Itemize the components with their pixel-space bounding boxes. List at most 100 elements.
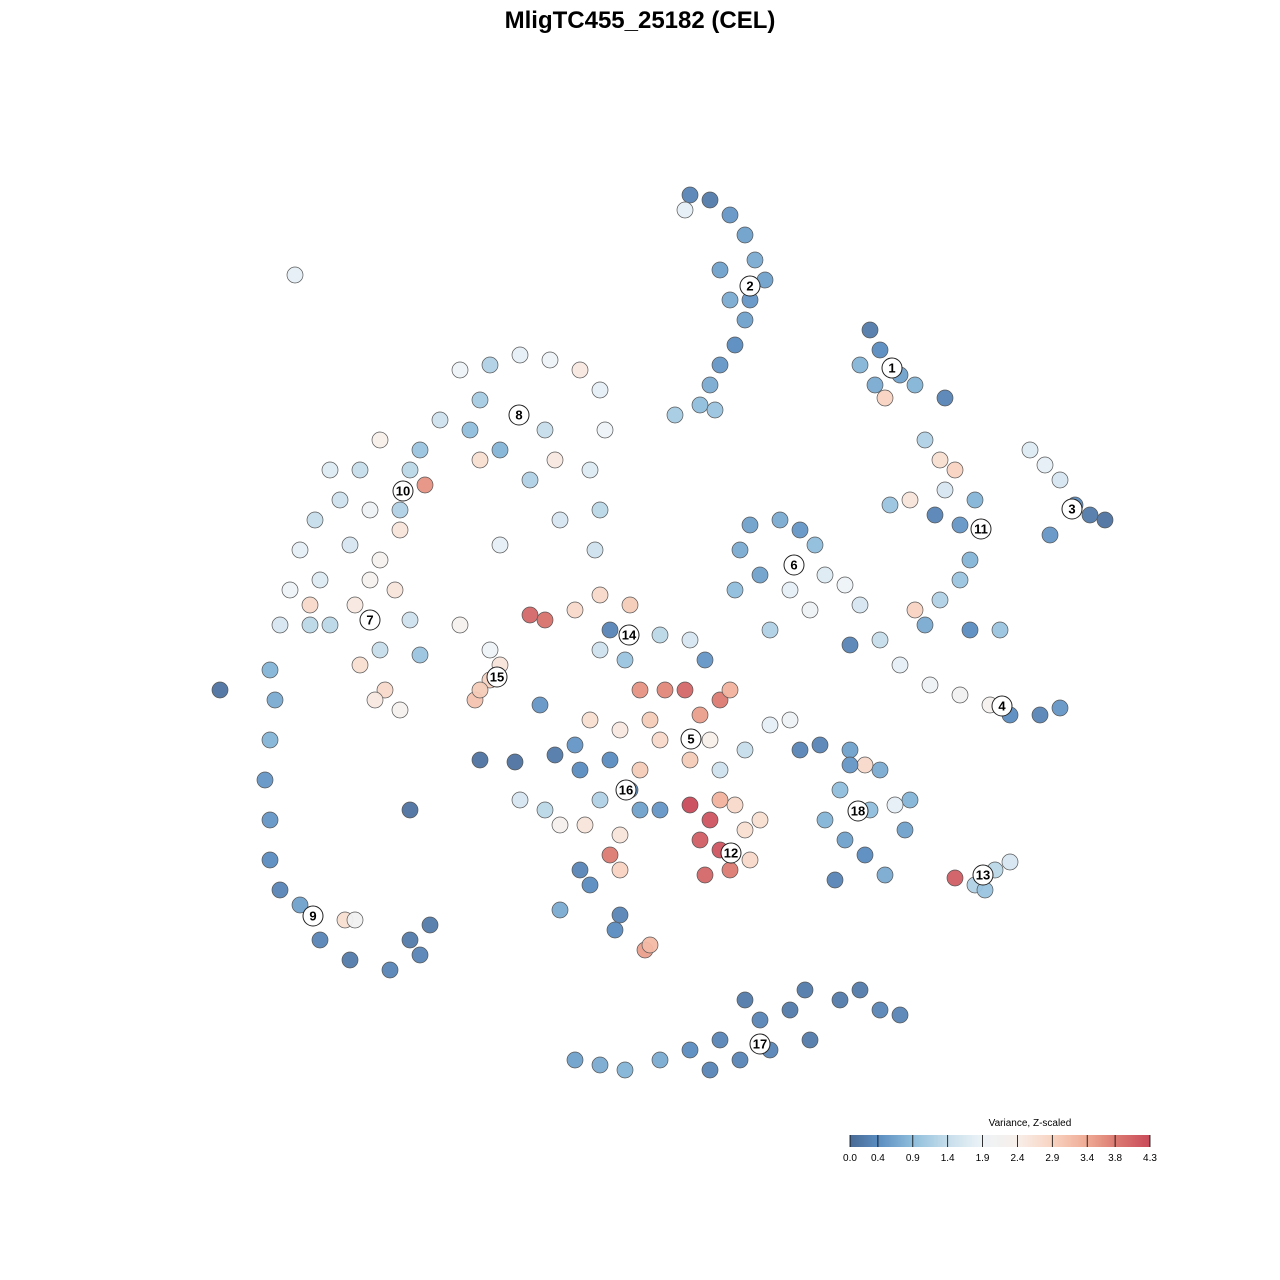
point xyxy=(271,616,289,634)
point xyxy=(736,311,754,329)
point xyxy=(691,396,709,414)
point xyxy=(266,691,284,709)
point xyxy=(491,536,509,554)
point xyxy=(431,411,449,429)
cluster-marker xyxy=(680,728,702,750)
point xyxy=(931,591,949,609)
point xyxy=(371,551,389,569)
colorbar-bar xyxy=(850,1135,1150,1147)
point xyxy=(836,576,854,594)
point xyxy=(736,991,754,1009)
cluster-marker xyxy=(991,695,1013,717)
point xyxy=(591,501,609,519)
point xyxy=(731,541,749,559)
cluster-label: 10 xyxy=(396,484,410,499)
point xyxy=(611,861,629,879)
point xyxy=(521,471,539,489)
point xyxy=(1031,706,1049,724)
point xyxy=(401,931,419,949)
point xyxy=(301,616,319,634)
cluster-label: 7 xyxy=(366,613,373,628)
point xyxy=(861,321,879,339)
point xyxy=(886,796,904,814)
chart-title: MligTC455_25182 (CEL) xyxy=(505,7,776,34)
point xyxy=(856,756,874,774)
cluster-marker xyxy=(486,666,508,688)
point xyxy=(791,521,809,539)
point xyxy=(831,781,849,799)
point xyxy=(871,341,889,359)
point xyxy=(726,336,744,354)
point xyxy=(291,896,309,914)
point xyxy=(1036,456,1054,474)
point xyxy=(331,491,349,509)
point xyxy=(311,931,329,949)
point xyxy=(711,261,729,279)
point xyxy=(681,796,699,814)
point xyxy=(321,616,339,634)
point xyxy=(551,901,569,919)
cluster-label: 16 xyxy=(619,783,633,798)
cluster-marker xyxy=(749,1033,771,1055)
cluster-label: 5 xyxy=(687,732,694,747)
point xyxy=(261,661,279,679)
point xyxy=(676,681,694,699)
point xyxy=(536,611,554,629)
point xyxy=(781,1001,799,1019)
point xyxy=(676,201,694,219)
point xyxy=(261,851,279,869)
point xyxy=(871,1001,889,1019)
point xyxy=(916,616,934,634)
point xyxy=(961,621,979,639)
point xyxy=(591,791,609,809)
point xyxy=(841,741,859,759)
point xyxy=(921,676,939,694)
point xyxy=(831,991,849,1009)
point xyxy=(566,1051,584,1069)
point xyxy=(721,291,739,309)
point xyxy=(211,681,229,699)
point xyxy=(721,206,739,224)
point xyxy=(581,461,599,479)
point xyxy=(401,461,419,479)
point xyxy=(701,376,719,394)
cluster-marker xyxy=(615,779,637,801)
cluster-label: 1 xyxy=(888,361,895,376)
point xyxy=(301,596,319,614)
cluster-marker xyxy=(302,905,324,927)
point xyxy=(771,511,789,529)
point xyxy=(306,511,324,529)
point xyxy=(611,826,629,844)
point xyxy=(781,581,799,599)
point xyxy=(566,736,584,754)
point xyxy=(696,651,714,669)
point xyxy=(736,226,754,244)
point xyxy=(591,641,609,659)
point xyxy=(736,741,754,759)
point xyxy=(711,1031,729,1049)
point xyxy=(611,721,629,739)
point xyxy=(411,946,429,964)
point xyxy=(481,356,499,374)
point xyxy=(506,753,524,771)
point xyxy=(906,376,924,394)
point xyxy=(401,611,419,629)
point xyxy=(1051,471,1069,489)
point xyxy=(901,791,919,809)
point xyxy=(586,541,604,559)
point xyxy=(931,451,949,469)
point xyxy=(571,861,589,879)
point xyxy=(411,441,429,459)
point xyxy=(726,796,744,814)
cluster-marker xyxy=(1061,498,1083,520)
point xyxy=(376,681,394,699)
point xyxy=(806,536,824,554)
point xyxy=(801,1031,819,1049)
point xyxy=(936,481,954,499)
point xyxy=(596,421,614,439)
point xyxy=(341,951,359,969)
point xyxy=(841,636,859,654)
point xyxy=(851,596,869,614)
point xyxy=(841,756,859,774)
